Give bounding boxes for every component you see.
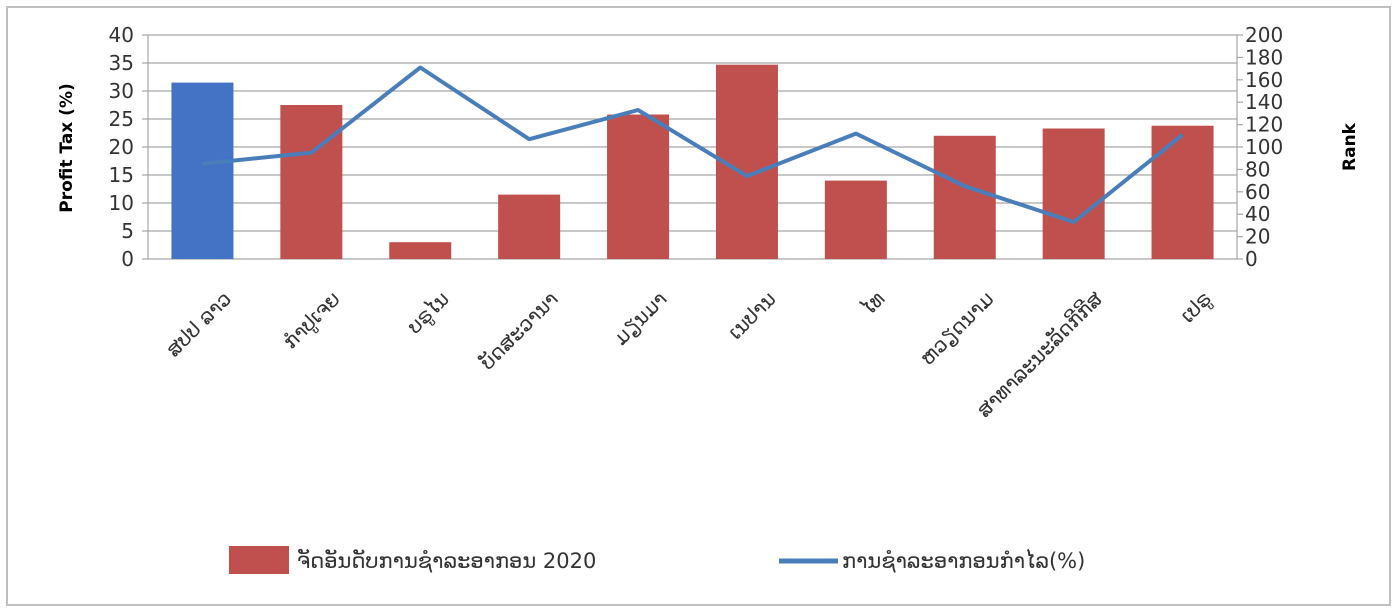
bar (171, 82, 234, 259)
category-label: ບຣູໄນ (402, 287, 455, 340)
bar (824, 180, 887, 259)
right-tick-label: 160 (1245, 68, 1283, 92)
bar (933, 135, 996, 259)
left-tick-label: 15 (109, 163, 134, 187)
bar-series (171, 64, 1214, 260)
category-label: ເນປານ (723, 287, 780, 344)
right-tick-label: 20 (1245, 225, 1270, 249)
category-label: ຫວຽດນາມ (915, 287, 998, 370)
right-tick-label: 120 (1245, 113, 1283, 137)
bar (389, 242, 452, 259)
left-axis-ticks: 0 5 10 15 20 25 30 35 40 (109, 23, 134, 271)
right-tick-label: 80 (1245, 157, 1270, 181)
left-tick-label: 0 (121, 247, 134, 271)
left-tick-label: 25 (109, 107, 134, 131)
category-label: ເປຣູ (1175, 287, 1217, 329)
category-labels: ສປປ ລາວ ກຳປູເຈຍ ບຣູໄນ ບັດສະວານາ ມຽນມາ ເນປານ ໄທ… (161, 287, 1217, 422)
category-label: ກຳປູເຈຍ (278, 287, 346, 355)
right-tick-label: 100 (1245, 135, 1283, 159)
bar (280, 105, 343, 259)
left-tick-label: 20 (109, 135, 134, 159)
legend-swatch-bar (229, 546, 289, 574)
left-tick-label: 5 (121, 219, 134, 243)
left-axis-title: Profit Tax (%) (57, 83, 77, 213)
right-tick-label: 180 (1245, 45, 1283, 69)
bar (1151, 125, 1214, 259)
left-tick-label: 30 (109, 79, 134, 103)
legend-label-line: ການຊຳລະອາກອນກຳໄລ(%) (842, 548, 1085, 573)
left-tick-label: 40 (109, 23, 134, 47)
left-tick-label: 10 (109, 191, 134, 215)
bar (607, 114, 670, 260)
legend-label-bar: ຈັດອັນດັບການຊຳລະອາກອນ 2020 (297, 548, 596, 573)
right-tick-label: 40 (1245, 202, 1270, 226)
legend: ຈັດອັນດັບການຊຳລະອາກອນ 2020 ການຊຳລະອາກອນກ… (229, 546, 1085, 574)
category-label: ໄທ (856, 287, 889, 320)
right-tick-label: 140 (1245, 90, 1283, 114)
right-tick-label: 200 (1245, 23, 1283, 47)
right-tick-label: 60 (1245, 180, 1270, 204)
bar (1042, 128, 1105, 259)
left-tick-label: 35 (109, 51, 134, 75)
category-label: ບັດສະວານາ (475, 287, 563, 375)
bar (498, 194, 561, 259)
line-series-rank (202, 65, 1184, 224)
chart-frame (6, 6, 1391, 606)
category-label: ມຽນມາ (608, 287, 671, 350)
category-label: ສປປ ລາວ (161, 287, 236, 362)
right-axis-title: Rank (1340, 122, 1360, 171)
axes (142, 34, 1243, 260)
right-tick-label: 0 (1245, 247, 1258, 271)
